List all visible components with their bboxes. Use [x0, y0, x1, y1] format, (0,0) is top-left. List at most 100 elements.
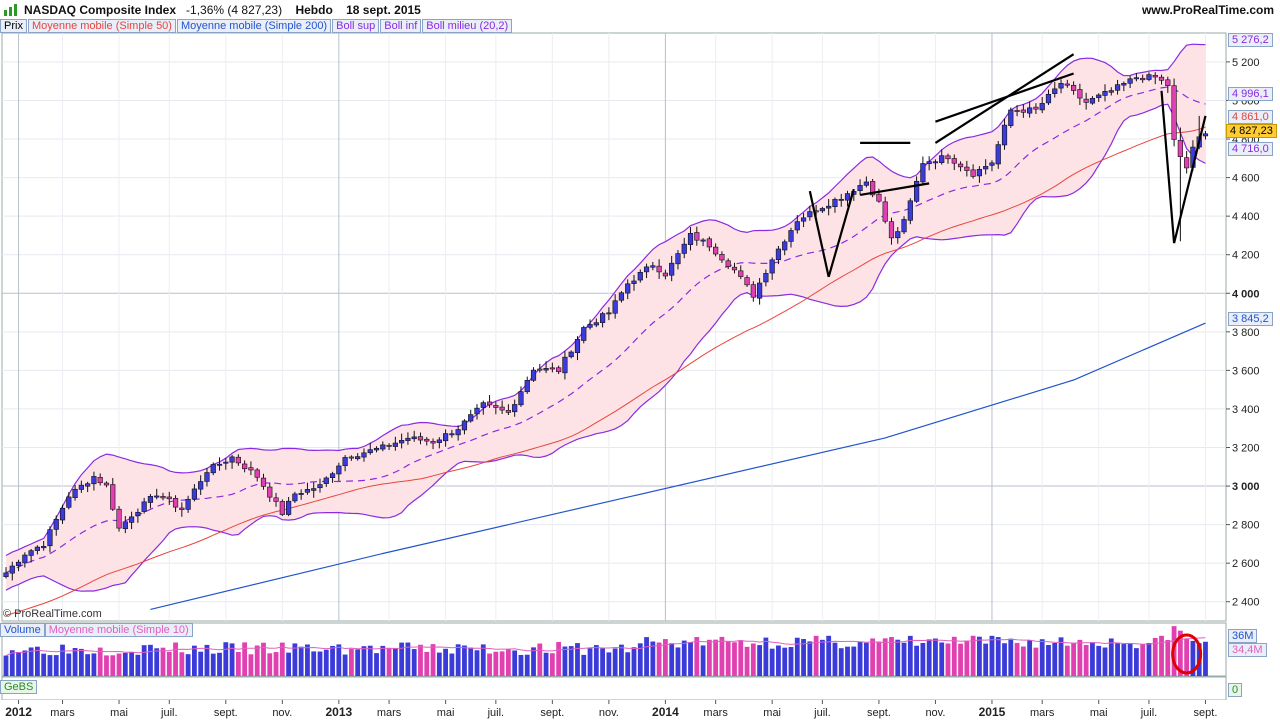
volume-bar: [970, 635, 976, 676]
volume-bar: [782, 647, 788, 676]
legend-ma50[interactable]: Moyenne mobile (Simple 50): [27, 19, 176, 33]
candle: [361, 448, 367, 462]
y-tick-label: 3 200: [1232, 442, 1260, 454]
candle-body: [468, 414, 474, 422]
y-tick-label: 3 600: [1232, 365, 1260, 377]
label-gebs-zero: 0: [1228, 683, 1243, 697]
site-url[interactable]: www.ProRealTime.com: [1141, 3, 1274, 17]
candle-body: [819, 208, 825, 212]
volume-bar: [964, 640, 970, 676]
candle-body: [863, 181, 869, 186]
candle-body: [926, 161, 932, 165]
candle: [976, 166, 982, 183]
volume-bar: [763, 637, 769, 676]
volume-bar: [732, 642, 737, 676]
candle-body: [505, 410, 512, 413]
candle-body: [643, 266, 650, 273]
candle: [838, 193, 844, 207]
volume-bar: [889, 637, 894, 676]
volume-bar: [794, 637, 800, 676]
candle: [304, 482, 311, 495]
candle: [1202, 130, 1209, 140]
legend-boll-sup[interactable]: Boll sup: [332, 19, 380, 33]
candle: [455, 425, 461, 441]
candle: [172, 495, 179, 513]
candle-body: [85, 483, 91, 487]
candle-body: [807, 211, 813, 218]
candle: [1152, 72, 1158, 85]
legend-boll-mid[interactable]: Boll milieu (20,2): [422, 19, 513, 33]
candle-body: [110, 484, 116, 510]
candle: [1102, 84, 1108, 102]
candle-body: [141, 501, 147, 512]
volume-bar: [901, 642, 907, 676]
legend-boll-inf[interactable]: Boll inf: [380, 19, 422, 33]
x-tick-label: mai: [437, 707, 455, 719]
candle: [154, 488, 160, 500]
candle-body: [945, 155, 951, 160]
legend-volume-ma[interactable]: Moyenne mobile (Simple 10): [44, 623, 193, 637]
candle: [926, 156, 932, 171]
volume-bar: [788, 647, 794, 676]
candle: [129, 511, 135, 530]
candle: [342, 455, 348, 472]
volume-bar: [863, 642, 869, 676]
price-chart[interactable]: 2 400 2 600 2 800 3 000 3 200 3 400 3 600 3 800…: [0, 19, 1280, 720]
volume-bar: [311, 651, 317, 676]
legend-volume[interactable]: Volume: [0, 623, 45, 637]
candle-body: [242, 463, 248, 470]
volume-bar: [273, 652, 279, 676]
volume-bar: [977, 636, 982, 676]
volume-bar: [480, 644, 486, 676]
volume-bar: [292, 643, 298, 676]
volume-bar: [1058, 637, 1064, 676]
candle-body: [1001, 124, 1008, 146]
legend-price[interactable]: Prix: [0, 19, 27, 33]
volume-bar: [78, 648, 84, 676]
volume-bar: [210, 653, 216, 676]
volume-bar: [242, 642, 248, 676]
candle-body: [518, 391, 524, 406]
candle: [920, 156, 926, 186]
candle: [160, 492, 166, 501]
volume-bar: [217, 652, 222, 676]
volume-bar: [1014, 642, 1020, 676]
candle: [1008, 107, 1014, 128]
candle-body: [719, 254, 725, 261]
candle-body: [593, 322, 599, 326]
candle: [210, 462, 216, 476]
volume-bar: [1077, 639, 1083, 676]
volume-bar: [1027, 640, 1033, 676]
candle: [637, 269, 643, 283]
candle: [844, 190, 851, 207]
candle-body: [995, 144, 1001, 165]
y-tick-label: 3 000: [1232, 481, 1260, 493]
bollinger-upper-line: [5, 43, 1206, 557]
candle-body: [292, 493, 298, 502]
y-tick-label: 5 200: [1232, 57, 1260, 69]
candle: [461, 419, 468, 435]
candle: [932, 159, 939, 170]
volume-bar: [826, 635, 832, 676]
x-tick-label: 2014: [652, 705, 679, 719]
candle: [417, 432, 424, 445]
volume-bar: [160, 647, 166, 676]
candle-body: [706, 238, 712, 248]
candle-body: [524, 380, 530, 393]
volume-bar: [543, 652, 549, 676]
volume-bar: [405, 642, 411, 676]
legend-ma200[interactable]: Moyenne mobile (Simple 200): [176, 19, 332, 33]
volume-bar: [424, 651, 430, 676]
volume-bar: [342, 654, 348, 676]
volume-bar: [286, 652, 291, 676]
legend-gebs[interactable]: GeBS: [0, 680, 38, 694]
candle-body: [543, 368, 549, 371]
candle: [430, 438, 436, 450]
candle-body: [826, 205, 832, 209]
candle-body: [606, 312, 612, 315]
volume-bar: [85, 654, 91, 676]
trend-line: [1173, 115, 1207, 244]
x-tick-label: juil.: [487, 707, 505, 719]
candle: [1045, 89, 1052, 106]
bollinger-middle-line: [5, 86, 1206, 574]
